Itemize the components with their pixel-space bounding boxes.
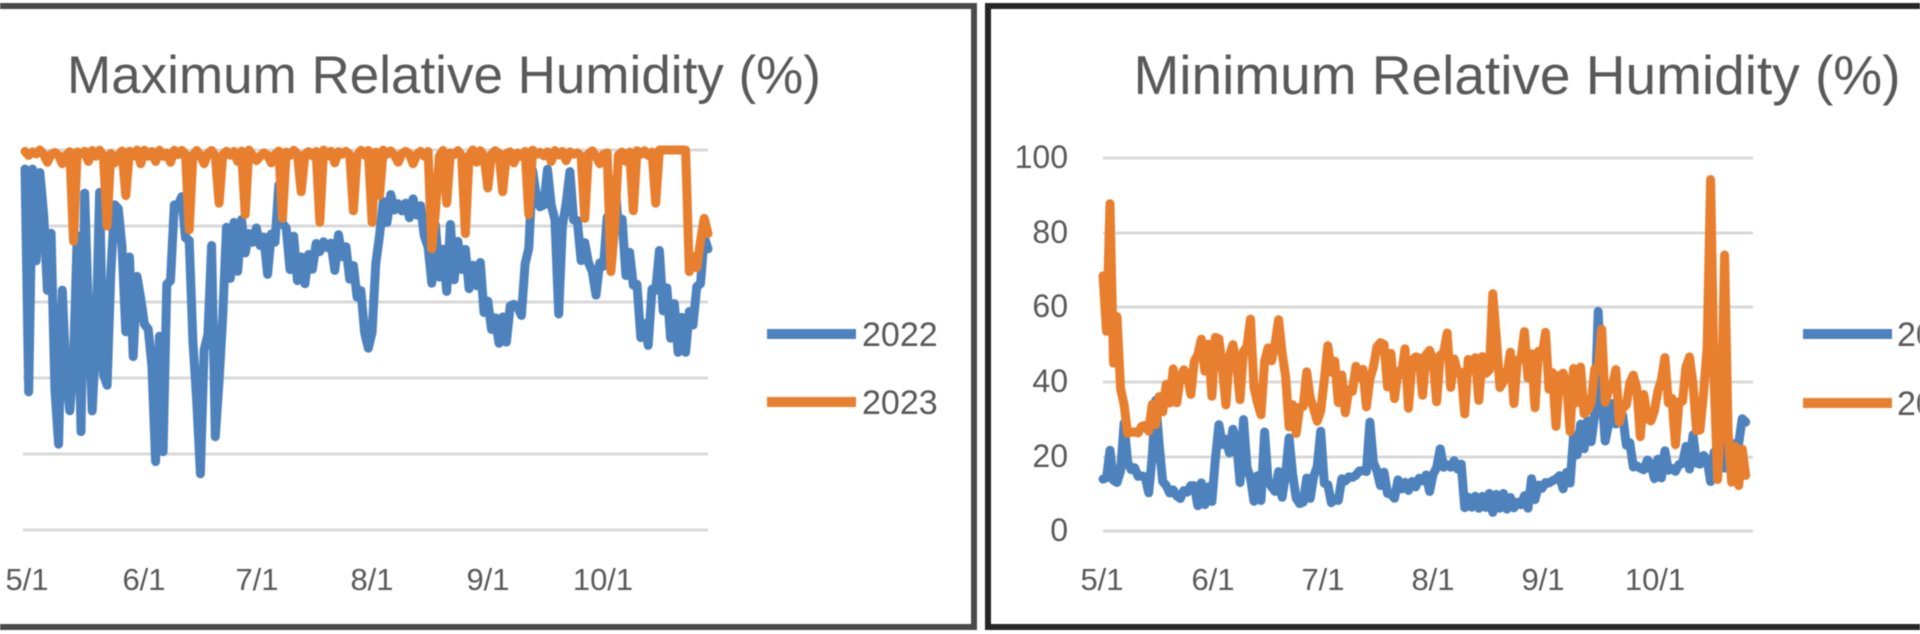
- svg-text:6/1: 6/1: [122, 562, 165, 597]
- svg-text:2023: 2023: [1897, 385, 1920, 423]
- svg-text:2023: 2023: [862, 384, 938, 422]
- svg-text:20: 20: [1032, 438, 1068, 474]
- svg-text:7/1: 7/1: [1301, 562, 1344, 597]
- svg-text:5/1: 5/1: [1080, 562, 1123, 597]
- svg-text:8/1: 8/1: [350, 562, 393, 597]
- svg-text:100: 100: [1015, 139, 1068, 175]
- svg-text:Maximum Relative Humidity (%): Maximum Relative Humidity (%): [67, 46, 821, 105]
- svg-text:2022: 2022: [1897, 316, 1920, 354]
- svg-text:7/1: 7/1: [235, 562, 278, 597]
- svg-text:0: 0: [1050, 512, 1068, 548]
- svg-text:9/1: 9/1: [1521, 562, 1564, 597]
- svg-text:40: 40: [1032, 363, 1068, 399]
- svg-text:2022: 2022: [862, 316, 938, 354]
- svg-text:6/1: 6/1: [1191, 562, 1234, 597]
- svg-text:5/1: 5/1: [5, 562, 48, 597]
- svg-text:Minimum Relative Humidity (%): Minimum Relative Humidity (%): [1133, 44, 1900, 106]
- svg-text:10/1: 10/1: [1625, 562, 1685, 597]
- svg-text:60: 60: [1032, 288, 1068, 324]
- svg-text:80: 80: [1032, 214, 1068, 250]
- svg-text:10/1: 10/1: [573, 562, 633, 597]
- svg-text:9/1: 9/1: [466, 562, 509, 597]
- svg-text:8/1: 8/1: [1411, 562, 1454, 597]
